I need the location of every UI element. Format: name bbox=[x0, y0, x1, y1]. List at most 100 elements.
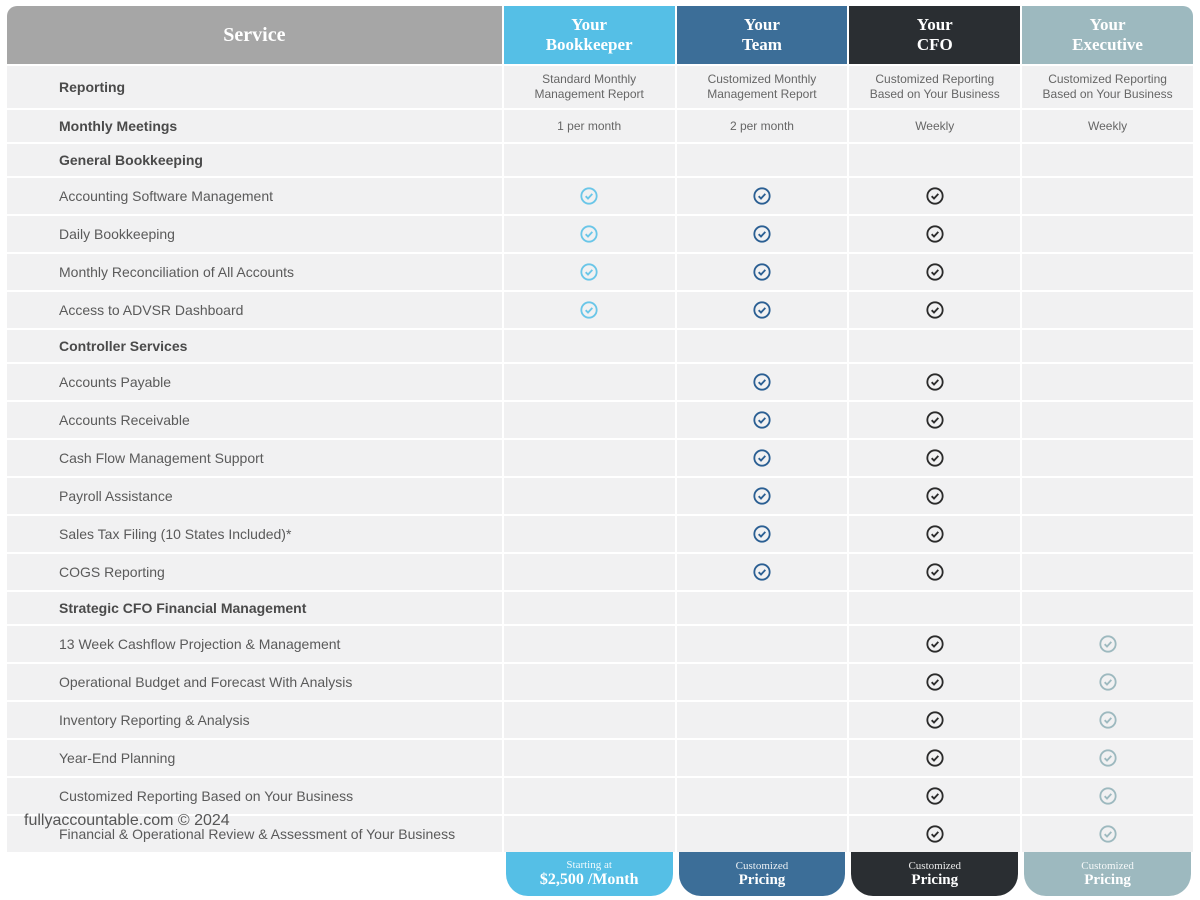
cell bbox=[1022, 144, 1193, 176]
cell bbox=[849, 440, 1020, 476]
cell bbox=[504, 702, 675, 738]
cell bbox=[1022, 292, 1193, 328]
table-row: COGS Reporting bbox=[7, 554, 1193, 590]
tier-header-1: YourTeam bbox=[677, 6, 848, 64]
pricing-pill-1: Customized Pricing bbox=[679, 852, 846, 896]
cell bbox=[677, 144, 848, 176]
cell bbox=[504, 778, 675, 814]
row-label: Customized Reporting Based on Your Busin… bbox=[7, 778, 502, 814]
cell-text: Weekly bbox=[915, 119, 954, 133]
cell bbox=[504, 592, 675, 624]
cell bbox=[849, 402, 1020, 438]
cell bbox=[1022, 664, 1193, 700]
cell bbox=[849, 740, 1020, 776]
row-label: Operational Budget and Forecast With Ana… bbox=[7, 664, 502, 700]
check-icon bbox=[579, 264, 599, 278]
check-icon bbox=[925, 374, 945, 388]
cell bbox=[677, 778, 848, 814]
cell bbox=[849, 144, 1020, 176]
cell: Customized Monthly Management Report bbox=[677, 66, 848, 108]
pricing-line1: Starting at bbox=[566, 859, 612, 871]
table-row: Accounts Receivable bbox=[7, 402, 1193, 438]
table-row: Accounts Payable bbox=[7, 364, 1193, 400]
check-icon bbox=[925, 712, 945, 726]
pricing-pill-3: Customized Pricing bbox=[1024, 852, 1191, 896]
cell bbox=[849, 592, 1020, 624]
cell bbox=[504, 330, 675, 362]
check-icon bbox=[925, 188, 945, 202]
cell bbox=[677, 664, 848, 700]
tier-header-3: YourExecutive bbox=[1022, 6, 1193, 64]
cell bbox=[677, 292, 848, 328]
cell bbox=[504, 216, 675, 252]
row-label: Controller Services bbox=[7, 330, 502, 362]
cell bbox=[504, 144, 675, 176]
check-icon bbox=[925, 750, 945, 764]
check-icon bbox=[752, 226, 772, 240]
pricing-line1: Customized bbox=[908, 860, 961, 872]
check-icon bbox=[579, 302, 599, 316]
cell bbox=[1022, 254, 1193, 290]
cell bbox=[1022, 402, 1193, 438]
row-label: Cash Flow Management Support bbox=[7, 440, 502, 476]
pricing-line2: $2,500 /Month bbox=[540, 871, 639, 889]
cell: Standard Monthly Management Report bbox=[504, 66, 675, 108]
check-icon bbox=[1098, 712, 1118, 726]
cell bbox=[849, 216, 1020, 252]
cell bbox=[677, 478, 848, 514]
pricing-line2: Pricing bbox=[739, 872, 786, 889]
check-icon bbox=[925, 636, 945, 650]
cell bbox=[1022, 478, 1193, 514]
row-label: Access to ADVSR Dashboard bbox=[7, 292, 502, 328]
cell bbox=[677, 626, 848, 662]
tier-header-2: YourCFO bbox=[849, 6, 1020, 64]
cell bbox=[849, 516, 1020, 552]
check-icon bbox=[925, 826, 945, 840]
row-label: Daily Bookkeeping bbox=[7, 216, 502, 252]
check-icon bbox=[752, 188, 772, 202]
table-row: Accounting Software Management bbox=[7, 178, 1193, 214]
cell bbox=[1022, 216, 1193, 252]
cell bbox=[504, 816, 675, 852]
row-label: General Bookkeeping bbox=[7, 144, 502, 176]
cell bbox=[677, 516, 848, 552]
check-icon bbox=[752, 374, 772, 388]
table-row: Controller Services bbox=[7, 330, 1193, 362]
cell bbox=[677, 816, 848, 852]
check-icon bbox=[925, 302, 945, 316]
check-icon bbox=[925, 788, 945, 802]
check-icon bbox=[1098, 636, 1118, 650]
check-icon bbox=[579, 226, 599, 240]
tier-header-0: YourBookkeeper bbox=[504, 6, 675, 64]
row-label: Accounts Receivable bbox=[7, 402, 502, 438]
table-row: Cash Flow Management Support bbox=[7, 440, 1193, 476]
table-header-row: ServiceYourBookkeeperYourTeamYourCFOYour… bbox=[7, 6, 1193, 64]
cell: Customized Reporting Based on Your Busin… bbox=[849, 66, 1020, 108]
cell bbox=[849, 254, 1020, 290]
row-label: Monthly Meetings bbox=[7, 110, 502, 142]
cell bbox=[1022, 816, 1193, 852]
check-icon bbox=[752, 264, 772, 278]
cell bbox=[504, 478, 675, 514]
cell-text: Customized Reporting Based on Your Busin… bbox=[870, 72, 1000, 101]
service-column-header: Service bbox=[7, 6, 502, 64]
row-label: COGS Reporting bbox=[7, 554, 502, 590]
cell bbox=[1022, 554, 1193, 590]
cell bbox=[504, 178, 675, 214]
table-row: Operational Budget and Forecast With Ana… bbox=[7, 664, 1193, 700]
table-row: Inventory Reporting & Analysis bbox=[7, 702, 1193, 738]
row-label: Strategic CFO Financial Management bbox=[7, 592, 502, 624]
pricing-line1: Customized bbox=[736, 860, 789, 872]
check-icon bbox=[752, 302, 772, 316]
check-icon bbox=[925, 526, 945, 540]
cell bbox=[849, 778, 1020, 814]
table-row: Monthly Meetings1 per month2 per monthWe… bbox=[7, 110, 1193, 142]
cell bbox=[677, 330, 848, 362]
check-icon bbox=[1098, 826, 1118, 840]
cell-text: Customized Reporting Based on Your Busin… bbox=[1043, 72, 1173, 101]
pricing-line2: Pricing bbox=[911, 872, 958, 889]
cell bbox=[1022, 626, 1193, 662]
check-icon bbox=[925, 450, 945, 464]
cell bbox=[849, 178, 1020, 214]
cell bbox=[504, 740, 675, 776]
